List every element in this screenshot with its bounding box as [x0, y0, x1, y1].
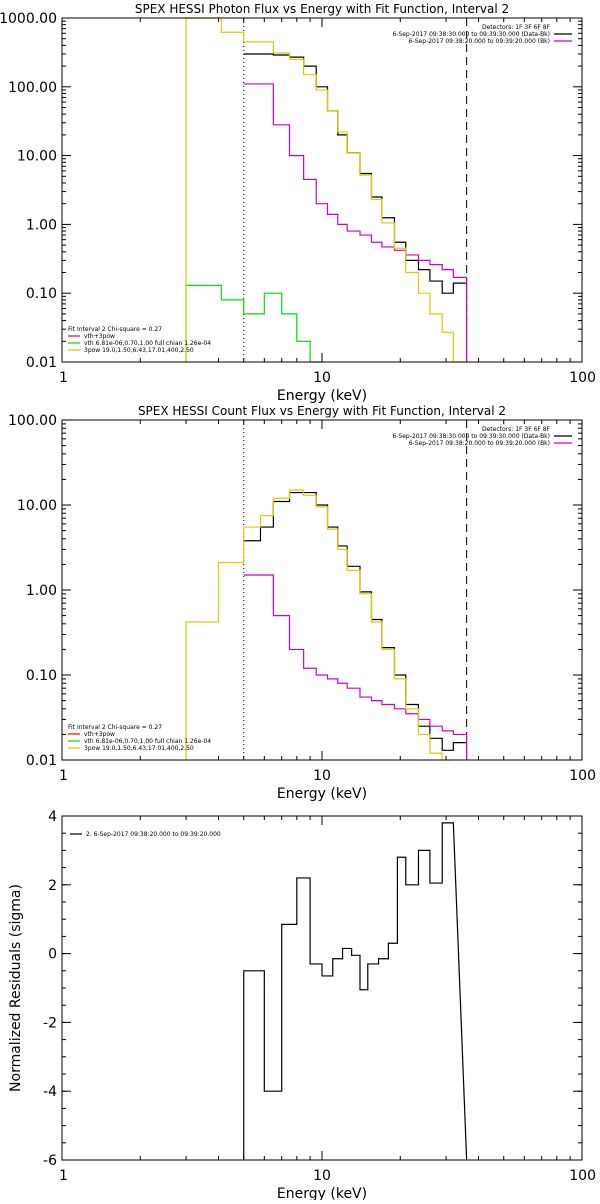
series-line-4	[185, 17, 467, 363]
y-tick-label: -2	[43, 1015, 57, 1031]
series-line-1	[243, 822, 468, 1161]
chart-title: SPEX HESSI Count Flux vs Energy with Fit…	[138, 404, 506, 418]
y-tick-label: 1.00	[26, 217, 57, 233]
y-tick-label: 10.00	[17, 149, 57, 165]
x-tick-label: 100	[569, 1168, 596, 1184]
y-tick-label: 1000.00	[0, 11, 57, 27]
y-tick-label: 1.00	[26, 583, 57, 599]
plot-frame	[61, 815, 583, 1161]
y-tick-label: 0.10	[26, 286, 57, 302]
plot-frame	[61, 17, 583, 363]
x-tick-label: 100	[569, 370, 596, 386]
y-tick-label: 0.10	[26, 668, 57, 684]
series-line-3	[185, 489, 454, 761]
chart-panel-3: 1 10 100 -6 -4 -2 0 2 4 Energy (keV) Normalized Re…	[8, 809, 596, 1202]
legend-entry: Fit Interval 2 Chi-square = 0.27	[68, 724, 162, 731]
x-tick-label: 10	[313, 370, 331, 386]
legend-entry: 6-Sep-2017 09:38:20.000 to 09:39:20.000 …	[409, 440, 550, 447]
x-axis-label: Energy (keV)	[277, 1186, 367, 1200]
series-line-2	[243, 83, 468, 362]
legend-entry: Fit Interval 2 Chi-square = 0.27	[68, 326, 162, 333]
series-line-1	[243, 53, 467, 294]
y-tick-label: 0	[48, 947, 57, 963]
y-tick-label: 100.00	[8, 80, 57, 96]
x-tick-label: 1	[59, 1168, 68, 1184]
legend-entry: vth 6.81e-06,0.70,1.00 full chian 1.26e-…	[84, 340, 211, 347]
series-line-2	[243, 574, 468, 760]
legend-entry: 2. 6-Sep-2017 09:38:20.000 to 09:39:20.0…	[86, 831, 221, 838]
x-axis-label: Energy (keV)	[277, 388, 367, 404]
legend-entry: 6-Sep-2017 09:38:30.000 to 09:39:30.000 …	[392, 433, 550, 440]
legend-entry: Detectors: 1F 3F 6F 8F	[482, 24, 551, 31]
y-tick-label: 0.01	[26, 753, 57, 769]
legend-entry: 6-Sep-2017 09:38:30.000 to 09:39:30.000 …	[392, 31, 550, 38]
legend-entry: Detectors: 1F 3F 6F 8F	[482, 426, 551, 433]
x-tick-label: 1	[59, 768, 68, 784]
y-tick-label: -4	[43, 1084, 57, 1100]
legend-entry: 3pow 19.0,1.50,6.43,17.01,400,2.50	[84, 347, 194, 354]
x-tick-label: 1	[59, 370, 68, 386]
x-tick-label: 10	[313, 1168, 331, 1184]
chart-title: SPEX HESSI Photon Flux vs Energy with Fi…	[135, 2, 509, 16]
legend-entry: vth+3pow	[84, 333, 115, 340]
y-tick-label: 10.00	[17, 498, 57, 514]
y-tick-label: 100.00	[8, 413, 57, 429]
x-tick-label: 10	[313, 768, 331, 784]
plot-frame	[61, 419, 583, 761]
series-line-1	[243, 491, 467, 751]
series-line-3	[185, 284, 322, 363]
y-tick-label: 0.01	[26, 355, 57, 371]
y-tick-label: 2	[48, 878, 57, 894]
y-tick-label: 4	[48, 809, 57, 825]
x-axis-label: Energy (keV)	[277, 786, 367, 802]
legend-entry: 6-Sep-2017 09:38:20.000 to 09:39:20.000 …	[409, 38, 550, 45]
y-tick-label: -6	[43, 1153, 57, 1169]
chart-panel-2: 1 10 100 0.01 0.10 1.00 10.00 100.00 SPEX HESSI …	[8, 404, 596, 802]
x-tick-label: 100	[569, 768, 596, 784]
chart-panel-1: 1 10 100 0.01 0.10 1.00 10.00 100.00 1000.00 SPEX…	[0, 2, 596, 404]
y-axis-label: Normalized Residuals (sigma)	[8, 884, 24, 1092]
legend-entry: vth 6.81e-06,0.70,1.00 full chian 1.26e-…	[84, 738, 211, 745]
legend-entry: vth+3pow	[84, 731, 115, 738]
legend-entry: 3pow 19.0,1.50,6.43,17.01,400,2.50	[84, 745, 194, 752]
